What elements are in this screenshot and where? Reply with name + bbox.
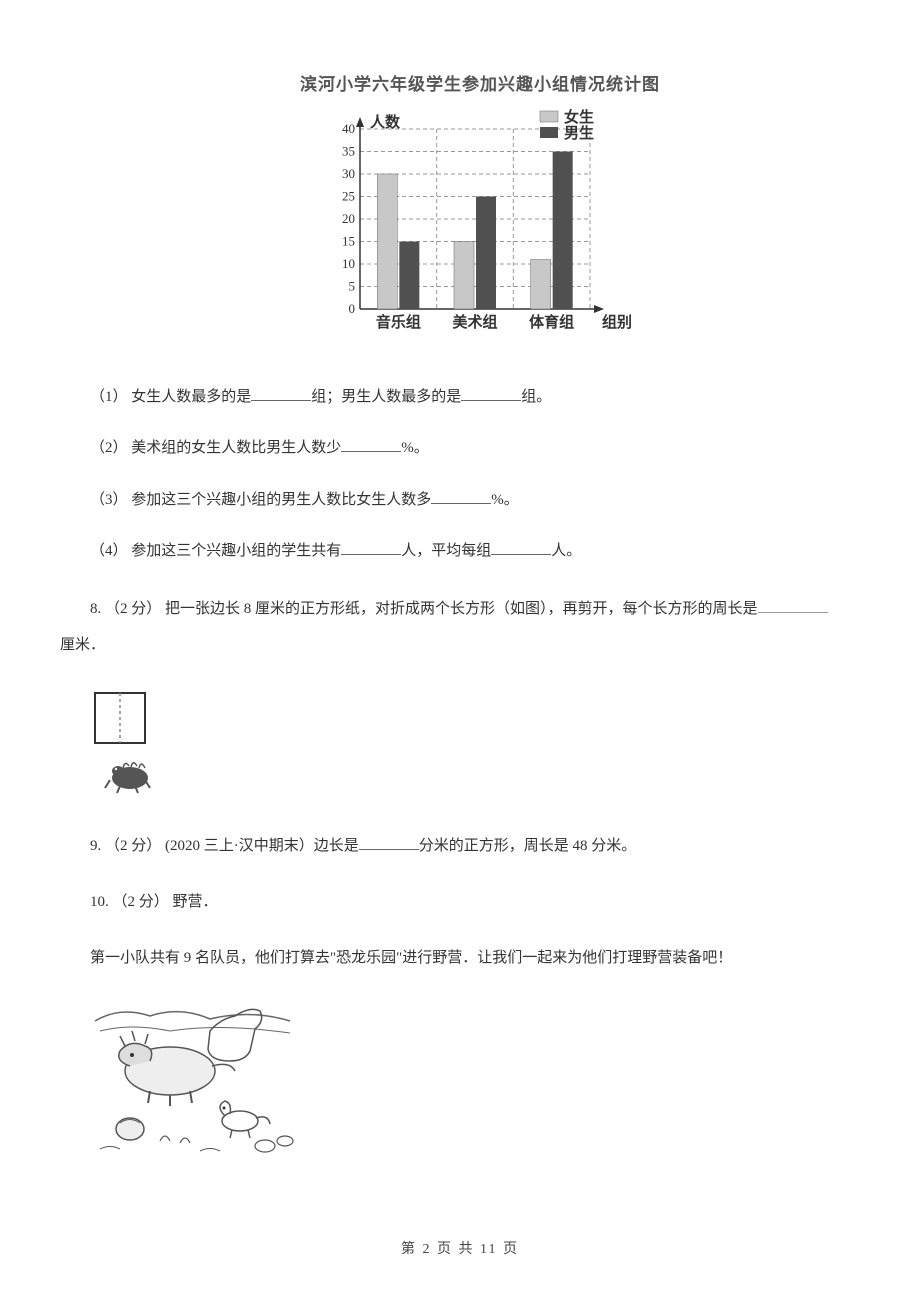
svg-text:人数: 人数 bbox=[370, 113, 401, 131]
chart-title: 滨河小学六年级学生参加兴趣小组情况统计图 bbox=[100, 70, 860, 101]
blank bbox=[359, 835, 419, 850]
q-text: 9. （2 分） (2020 三上·汉中期末）边长是 bbox=[90, 838, 359, 854]
q-text: 人。 bbox=[551, 543, 581, 559]
svg-text:体育组: 体育组 bbox=[529, 313, 574, 331]
svg-text:40: 40 bbox=[342, 121, 355, 136]
blank bbox=[431, 489, 491, 504]
q-text: （2） 美术组的女生人数比男生人数少 bbox=[90, 440, 341, 456]
svg-text:男生: 男生 bbox=[564, 124, 594, 142]
q-text: 第一小队共有 9 名队员，他们打算去"恐龙乐园"进行野营．让我们一起来为他们打理… bbox=[90, 950, 732, 966]
q-text: （3） 参加这三个兴趣小组的男生人数比女生人数多 bbox=[90, 492, 431, 508]
svg-text:35: 35 bbox=[342, 143, 355, 158]
sub-question-3: （3） 参加这三个兴趣小组的男生人数比女生人数多 %。 bbox=[90, 482, 860, 520]
page-footer: 第 2 页 共 11 页 bbox=[0, 1237, 920, 1262]
q-text: （4） 参加这三个兴趣小组的学生共有 bbox=[90, 543, 341, 559]
svg-text:5: 5 bbox=[349, 278, 356, 293]
svg-text:25: 25 bbox=[342, 188, 355, 203]
svg-text:10: 10 bbox=[342, 256, 355, 271]
q-text: 10. （2 分） 野营． bbox=[90, 894, 218, 910]
question-8: 8. （2 分） 把一张边长 8 厘米的正方形纸，对折成两个长方形（如图），再剪… bbox=[60, 591, 890, 663]
bar-chart: 0 5 10 15 20 25 30 35 40 人数组别 音乐组 美术组 体育组 女生男生 bbox=[320, 109, 640, 339]
svg-text:15: 15 bbox=[342, 233, 355, 248]
q10-figure bbox=[90, 1001, 860, 1171]
q-text: %。 bbox=[401, 440, 429, 456]
sub-question-1: （1） 女生人数最多的是 组；男生人数最多的是 组。 bbox=[90, 379, 860, 417]
q-text: 厘米． bbox=[60, 627, 105, 663]
blank bbox=[758, 598, 828, 613]
svg-text:音乐组: 音乐组 bbox=[376, 313, 421, 331]
q-text: 组；男生人数最多的是 bbox=[311, 389, 461, 405]
sub-question-4: （4） 参加这三个兴趣小组的学生共有 人，平均每组 人。 bbox=[90, 533, 860, 571]
q8-square-svg bbox=[90, 688, 190, 798]
svg-text:0: 0 bbox=[349, 301, 356, 316]
dinosaur-scene-svg bbox=[90, 1001, 310, 1161]
svg-text:女生: 女生 bbox=[564, 109, 594, 126]
question-10-body: 第一小队共有 9 名队员，他们打算去"恐龙乐园"进行野营．让我们一起来为他们打理… bbox=[90, 940, 860, 976]
question-9: 9. （2 分） (2020 三上·汉中期末）边长是 分米的正方形，周长是 48 … bbox=[90, 828, 860, 864]
sub-questions: （1） 女生人数最多的是 组；男生人数最多的是 组。 （2） 美术组的女生人数比男生… bbox=[90, 379, 860, 571]
blank bbox=[251, 386, 311, 401]
svg-text:美术组: 美术组 bbox=[452, 313, 497, 331]
question-10: 10. （2 分） 野营． bbox=[90, 884, 860, 920]
q-text: 分米的正方形，周长是 48 分米。 bbox=[419, 838, 637, 854]
q-text: %。 bbox=[491, 492, 519, 508]
blank bbox=[491, 540, 551, 555]
blank bbox=[341, 540, 401, 555]
sub-question-2: （2） 美术组的女生人数比男生人数少 %。 bbox=[90, 430, 860, 468]
blank bbox=[461, 386, 521, 401]
q-text: 组。 bbox=[521, 389, 551, 405]
q-text: 8. （2 分） 把一张边长 8 厘米的正方形纸，对折成两个长方形（如图），再剪… bbox=[90, 601, 758, 617]
svg-text:30: 30 bbox=[342, 166, 355, 181]
blank bbox=[341, 437, 401, 452]
svg-text:20: 20 bbox=[342, 211, 355, 226]
q-text: 人，平均每组 bbox=[401, 543, 491, 559]
q8-figure bbox=[90, 688, 860, 808]
q-text: （1） 女生人数最多的是 bbox=[90, 389, 251, 405]
svg-text:组别: 组别 bbox=[602, 313, 632, 331]
chart-container: 0 5 10 15 20 25 30 35 40 人数组别 音乐组 美术组 体育组 女生男生 bbox=[260, 109, 660, 349]
